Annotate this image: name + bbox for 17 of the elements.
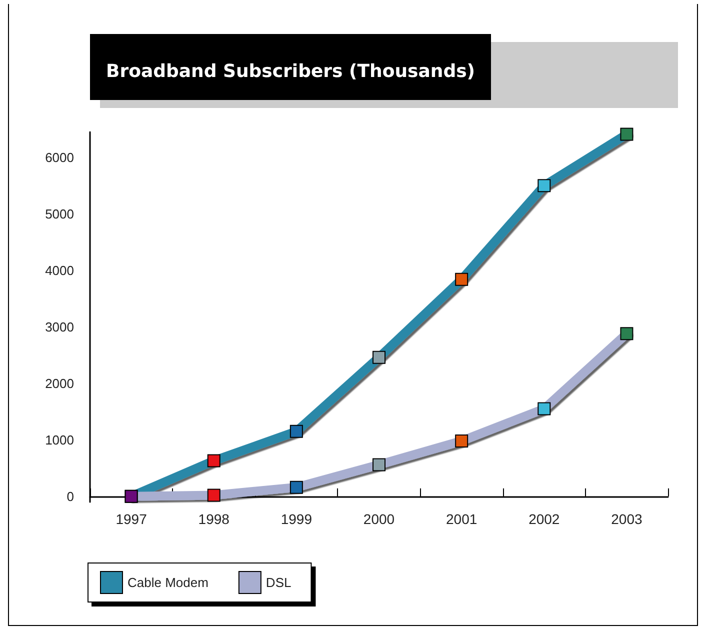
y-tick-label: 5000 — [45, 206, 74, 222]
legend-label: DSL — [266, 575, 292, 590]
y-tick-label: 6000 — [45, 150, 74, 165]
x-tick-label: 1998 — [198, 511, 230, 527]
legend-label: Cable Modem — [128, 575, 208, 590]
y-tick-label: 2000 — [45, 376, 74, 391]
x-tick-label: 1999 — [280, 511, 312, 527]
x-tick-label: 2000 — [363, 511, 395, 527]
x-tick-label: 2002 — [528, 511, 560, 527]
y-tick-label: 0 — [66, 488, 74, 504]
chart-title: Broadband Subscribers (Thousands) — [90, 34, 492, 100]
y-tick-label: 4000 — [45, 262, 74, 278]
y-tick-label: 3000 — [45, 319, 74, 334]
x-tick-label: 2003 — [611, 511, 642, 527]
y-tick-label: 1000 — [45, 432, 74, 448]
x-tick-label: 1997 — [116, 511, 148, 527]
x-tick-label: 2001 — [446, 511, 478, 527]
